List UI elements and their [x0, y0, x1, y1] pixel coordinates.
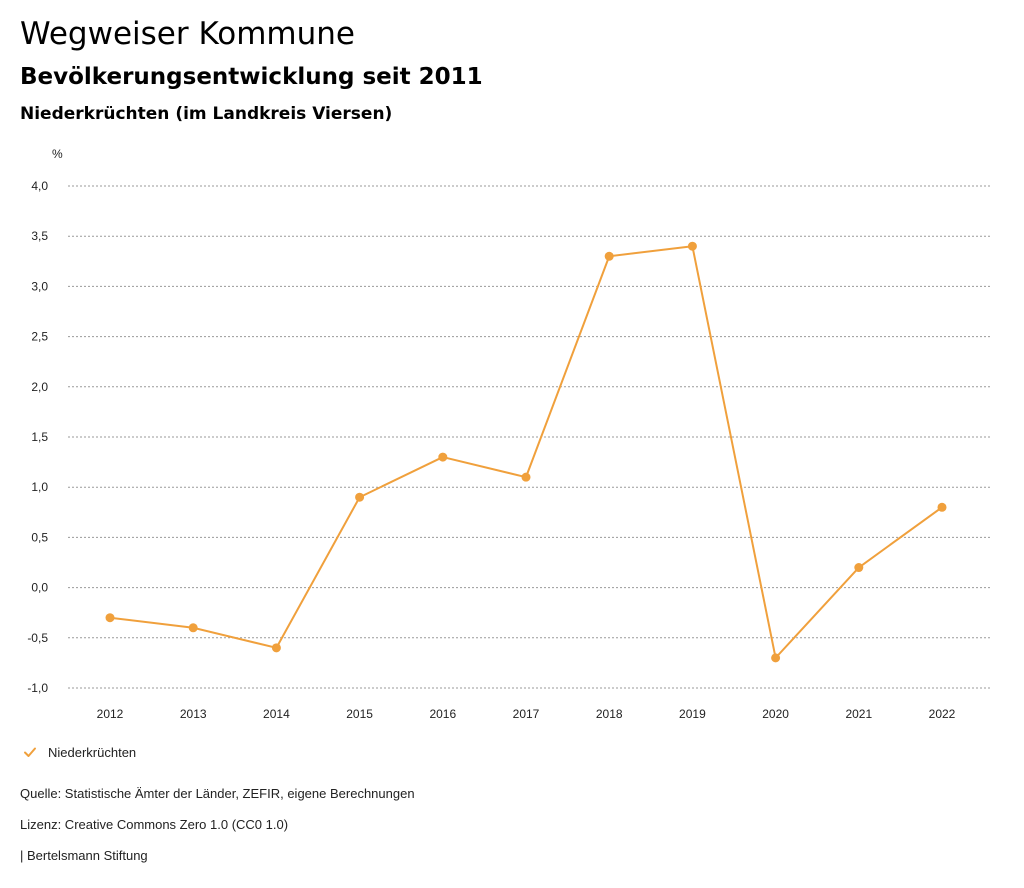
data-point: [105, 613, 115, 623]
y-axis-unit: %: [52, 147, 63, 161]
data-point: [355, 492, 365, 502]
y-tick-label: 1,5: [31, 430, 48, 444]
y-tick-label: 3,5: [31, 229, 48, 243]
y-tick-label: 4,0: [31, 179, 48, 193]
x-tick-label: 2020: [762, 707, 789, 721]
checkmark-icon: [24, 747, 36, 757]
y-tick-label: 2,0: [31, 380, 48, 394]
data-point: [854, 563, 864, 573]
source-note: Quelle: Statistische Ämter der Länder, Z…: [20, 786, 415, 801]
data-point: [604, 251, 614, 261]
y-tick-label: 0,5: [31, 530, 48, 544]
y-tick-label: 1,0: [31, 480, 48, 494]
x-tick-label: 2016: [429, 707, 456, 721]
data-point: [771, 653, 781, 663]
y-tick-label: 2,5: [31, 330, 48, 344]
y-tick-label: -1,0: [27, 681, 48, 695]
data-point: [521, 472, 531, 482]
page-title: Wegweiser Kommune: [20, 16, 355, 52]
data-point: [271, 643, 281, 653]
data-point: [438, 452, 448, 462]
region-title: Niederkrüchten (im Landkreis Viersen): [20, 104, 393, 124]
x-tick-label: 2018: [596, 707, 623, 721]
data-point: [687, 241, 697, 251]
x-tick-label: 2017: [513, 707, 540, 721]
chart-subtitle: Bevölkerungsentwicklung seit 2011: [20, 64, 483, 90]
publisher-note: | Bertelsmann Stiftung: [20, 848, 148, 863]
line-chart: % 4,0 3,5 3,0 2,5 2,0 1,5 1,0 0,5 0,0 -0,5 -1,0 2012…: [27, 147, 990, 721]
y-tick-label: -0,5: [27, 631, 48, 645]
x-tick-label: 2015: [346, 707, 373, 721]
legend-label: Niederkrüchten: [48, 744, 137, 760]
data-point: [188, 623, 198, 633]
x-tick-label: 2019: [679, 707, 706, 721]
data-point: [937, 502, 947, 512]
legend[interactable]: Niederkrüchten: [22, 744, 136, 760]
x-tick-label: 2014: [263, 707, 290, 721]
y-tick-label: 0,0: [31, 581, 48, 595]
license-note: Lizenz: Creative Commons Zero 1.0 (CC0 1…: [20, 817, 289, 832]
series-line: [109, 245, 943, 659]
x-tick-label: 2021: [845, 707, 872, 721]
y-tick-label: 3,0: [31, 279, 48, 293]
x-tick-label: 2022: [929, 707, 956, 721]
x-tick-label: 2012: [97, 707, 124, 721]
x-tick-label: 2013: [180, 707, 207, 721]
